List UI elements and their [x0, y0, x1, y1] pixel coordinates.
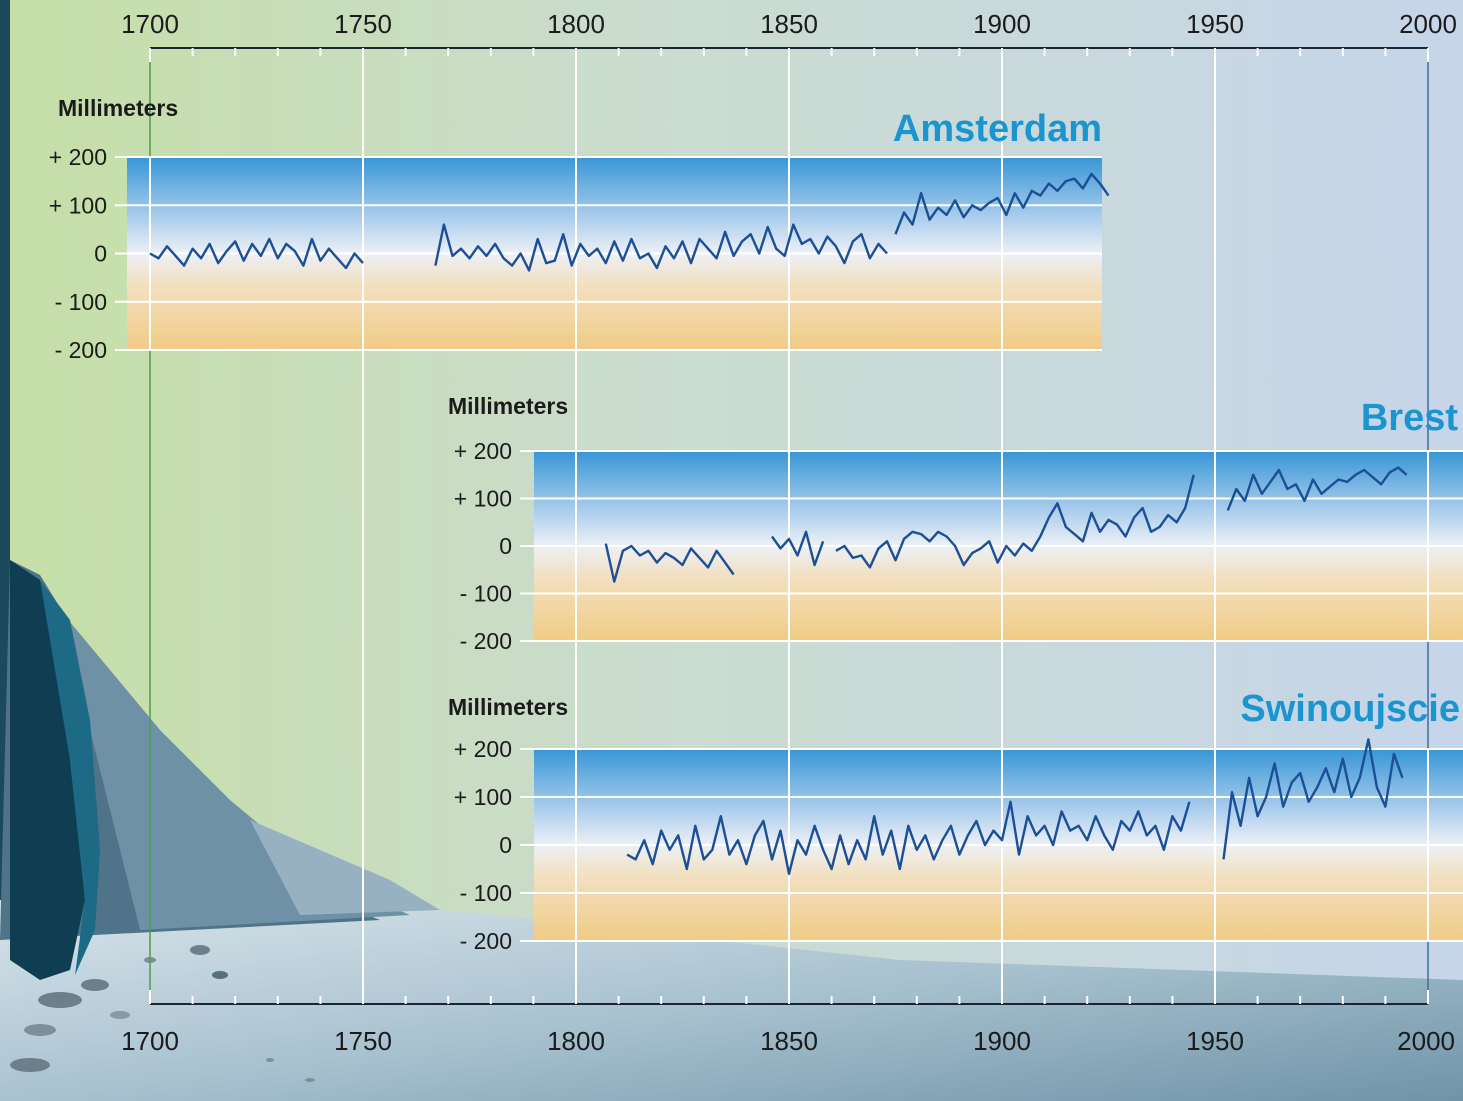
coastal-cliff-illustration [0, 560, 440, 1082]
y-tick-label: 0 [94, 241, 107, 267]
y-tick-label: 0 [499, 533, 512, 559]
y-tick-label: + 100 [49, 192, 107, 218]
time-axis-label: 1700 [121, 1026, 179, 1056]
sea-level-line-segment [894, 172, 1110, 235]
panel-title: Amsterdam [893, 108, 1102, 150]
y-tick-label: 0 [499, 832, 512, 858]
time-axis-label: 1800 [547, 9, 605, 39]
y-tick-label: - 100 [460, 880, 512, 906]
time-axis-label: 1700 [121, 9, 179, 39]
top-time-axis: 1700 1750 1800 1850 1900 1950 2000 [121, 9, 1457, 62]
y-tick-label: - 200 [460, 628, 512, 654]
panel-brest: + 200 + 100 0 - 100 - 200 Millimeters Brest [448, 393, 1463, 654]
sea-and-shore [0, 900, 1463, 1101]
y-axis-unit-label: Millimeters [448, 393, 568, 419]
sea-level-line-segment [1222, 738, 1404, 860]
sea-level-line-segment [434, 223, 888, 272]
time-axis-label: 2000 [1397, 1026, 1455, 1056]
y-tick-label: + 200 [454, 438, 512, 464]
panel-swinoujscie: + 200 + 100 0 - 100 - 200 Millimeters Swinoujs… [448, 688, 1463, 954]
time-axis-label: 1850 [760, 9, 818, 39]
sea-level-line-segment [626, 800, 1191, 875]
y-tick-label: - 100 [460, 581, 512, 607]
y-axis-unit-label: Millimeters [448, 694, 568, 720]
y-tick-label: - 200 [55, 337, 107, 363]
sea-level-line-segment [149, 237, 364, 270]
time-axis-label: 1950 [1186, 1026, 1244, 1056]
sea-level-line-segment [1226, 466, 1408, 511]
sea-level-line-segment [604, 543, 735, 583]
time-axis-label: 2000 [1399, 9, 1457, 39]
sea-level-line-segment [835, 474, 1195, 569]
time-axis-label: 1750 [334, 9, 392, 39]
panel-title: Brest [1361, 397, 1458, 439]
time-axis-label: 1900 [973, 1026, 1031, 1056]
bottom-time-axis: 1700 1750 1800 1850 1900 1950 2000 [121, 990, 1455, 1056]
time-axis-label: 1850 [760, 1026, 818, 1056]
left-border [0, 0, 10, 1101]
panel-title: Swinoujscie [1240, 688, 1460, 730]
time-axis-label: 1800 [547, 1026, 605, 1056]
y-tick-label: + 100 [454, 784, 512, 810]
panel-amsterdam: + 200 + 100 0 - 100 - 200 Millimeters Amsterda… [49, 95, 1110, 363]
y-axis-unit-label: Millimeters [58, 95, 178, 121]
time-axis-label: 1950 [1186, 9, 1244, 39]
y-tick-label: + 200 [454, 736, 512, 762]
y-tick-label: - 100 [55, 289, 107, 315]
y-tick-label: - 200 [460, 928, 512, 954]
y-tick-label: + 200 [49, 144, 107, 170]
y-tick-label: + 100 [454, 486, 512, 512]
sea-level-line-segment [771, 530, 825, 567]
time-axis-label: 1750 [334, 1026, 392, 1056]
time-axis-label: 1900 [973, 9, 1031, 39]
